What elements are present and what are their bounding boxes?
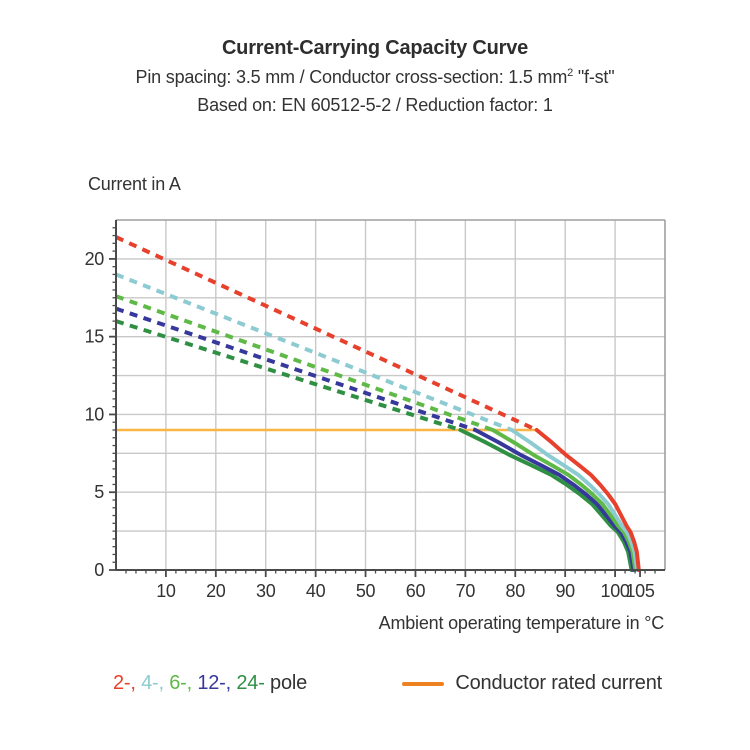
legend-pole-item: 12-, (191, 672, 231, 694)
legend-pole-item: 24- (231, 672, 265, 694)
legend-rated-current: Conductor rated current (402, 672, 662, 695)
x-tick-label: 40 (306, 581, 326, 601)
y-tick-labels: 0 5 10 15 20 (85, 249, 105, 580)
rated-current-label: Conductor rated current (455, 672, 662, 694)
x-axis-title: Ambient operating temperature in °C (378, 613, 665, 633)
legend-pole-counts: 2-, 4-, 6-, 12-, 24- pole (113, 672, 307, 695)
legend-pole-item: 2-, (113, 672, 136, 694)
legend-pole-item: 6-, (163, 672, 192, 694)
series-2-pole (115, 235, 641, 572)
x-tick-label: 80 (506, 581, 526, 601)
series-4-pole (115, 272, 640, 572)
x-tick-label: 30 (256, 581, 276, 601)
y-tick-label: 5 (94, 482, 104, 502)
grid-lines (116, 220, 665, 570)
legend-pole-suffix: pole (264, 672, 308, 694)
subtitle1-text: Pin spacing: 3.5 mm / Conductor cross-se… (135, 67, 568, 87)
x-tick-label: 10 (156, 581, 176, 601)
x-tick-label: 100 (601, 581, 630, 601)
axis-ticks (109, 227, 656, 577)
series-24-pole (115, 319, 634, 572)
chart-title: Current-Carrying Capacity Curve (221, 37, 529, 59)
series-6-pole (115, 294, 638, 572)
y-tick-label: 0 (94, 560, 104, 580)
y-tick-label: 15 (85, 327, 105, 347)
x-tick-label: 105 (625, 581, 654, 601)
y-tick-label: 10 (85, 404, 105, 424)
chart-subtitle-2: Based on: EN 60512-5-2 / Reduction facto… (197, 95, 553, 115)
rated-current-swatch (402, 681, 445, 686)
chart-subtitle-1: Pin spacing: 3.5 mm / Conductor cross-se… (0, 67, 750, 88)
x-tick-label: 50 (356, 581, 376, 601)
legend-pole-item: 4-, (135, 672, 164, 694)
y-tick-label: 20 (85, 249, 105, 269)
subtitle1-suffix: "f-st" (573, 67, 615, 87)
x-tick-label: 20 (206, 581, 226, 601)
x-tick-label: 90 (555, 581, 575, 601)
subtitle1-superscript: 2 (567, 67, 574, 79)
chart-header: Current-Carrying Capacity Curve Pin spac… (0, 37, 750, 116)
x-tick-label: 70 (456, 581, 476, 601)
x-tick-label: 60 (406, 581, 426, 601)
series-12-pole (115, 306, 636, 572)
y-axis-title: Current in A (88, 174, 181, 194)
